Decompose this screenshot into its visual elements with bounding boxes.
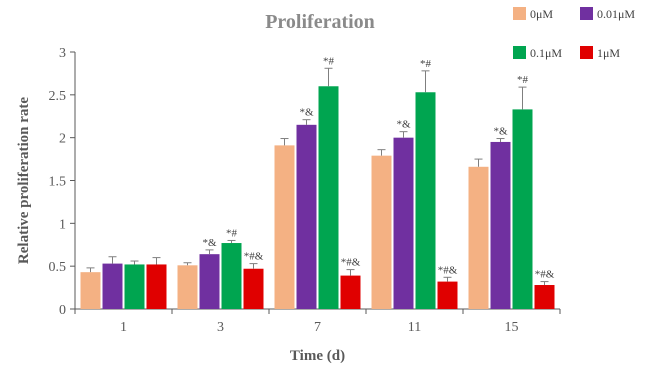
bar <box>274 145 295 309</box>
bar <box>80 272 101 309</box>
legend-swatch <box>513 46 526 59</box>
bar <box>393 137 414 309</box>
y-tick-label: 1.5 <box>49 175 67 190</box>
legend-label: 0.01μM <box>597 7 635 21</box>
legend-swatch <box>513 7 526 20</box>
bar <box>146 264 167 309</box>
x-tick-label: 15 <box>505 320 519 335</box>
x-tick-label: 11 <box>408 320 421 335</box>
legend-label: 0.1μM <box>530 46 562 60</box>
legend: 0μM 0.01μM 0.1μM 1μM <box>513 7 635 60</box>
significance-label: *& <box>202 237 217 249</box>
bar <box>102 263 123 309</box>
bar <box>512 109 533 309</box>
chart-title: Proliferation <box>265 11 375 33</box>
bar <box>318 86 339 310</box>
y-tick-label: 0 <box>59 303 66 318</box>
significance-label: *& <box>396 119 411 131</box>
significance-label: *# <box>420 58 432 70</box>
significance-label: *& <box>493 126 508 138</box>
bar <box>221 243 242 309</box>
x-axis-label: Time (d) <box>290 348 345 364</box>
legend-swatch <box>580 7 593 20</box>
bar <box>340 275 361 309</box>
y-tick-label: 3 <box>59 46 66 61</box>
bar <box>490 141 511 309</box>
bar <box>199 254 220 309</box>
bar <box>371 155 392 309</box>
x-tick-label: 7 <box>314 320 321 335</box>
bar <box>415 92 436 309</box>
significance-label: *# <box>226 227 238 239</box>
bars: *& *& *& *& *# *# *# *# *#& *#& *#& *#& <box>80 55 555 310</box>
significance-label: *& <box>299 107 314 119</box>
bar <box>177 265 198 309</box>
y-axis-label: Relative proliferation rate <box>16 97 32 265</box>
y-tick-label: 2 <box>59 132 66 147</box>
y-tick-label: 2.5 <box>49 89 67 104</box>
y-tick-label: 0.5 <box>49 260 67 275</box>
bar <box>124 264 145 309</box>
significance-label: *#& <box>341 257 361 269</box>
legend-label: 1μM <box>597 46 620 60</box>
x-tick-label: 1 <box>120 320 127 335</box>
x-tick-label: 3 <box>217 320 224 335</box>
y-tick-label: 1 <box>59 217 66 232</box>
significance-label: *# <box>323 55 335 67</box>
bar <box>243 268 264 309</box>
bar <box>468 166 489 309</box>
bar <box>296 124 317 309</box>
significance-label: *#& <box>244 251 264 263</box>
bar <box>437 281 458 309</box>
significance-label: *#& <box>438 264 458 276</box>
legend-label: 0μM <box>530 7 553 21</box>
bar <box>534 285 555 309</box>
significance-label: *# <box>517 74 529 86</box>
legend-swatch <box>580 46 593 59</box>
significance-label: *#& <box>535 269 555 281</box>
